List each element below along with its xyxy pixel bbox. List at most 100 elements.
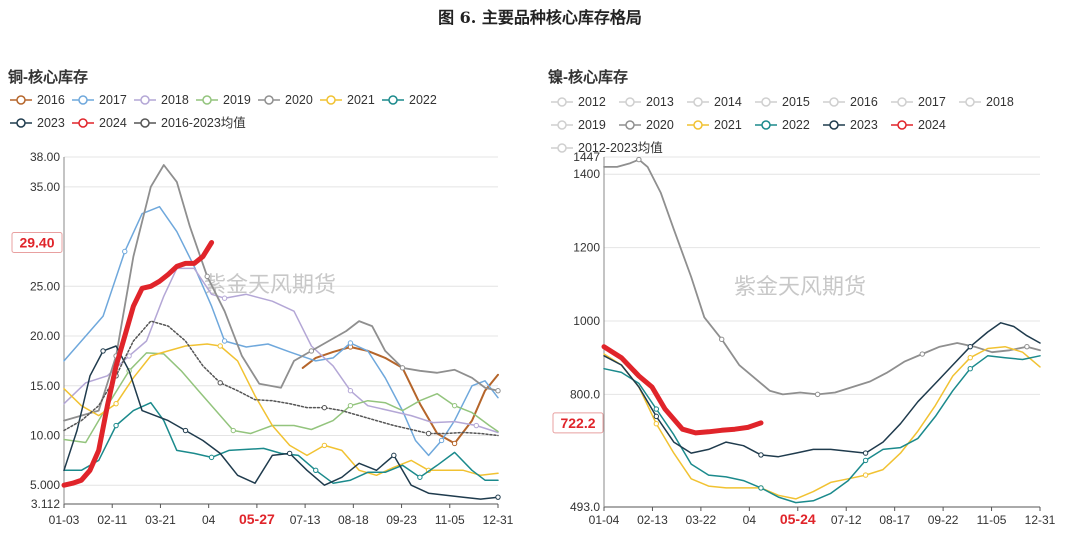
- legend-swatch-marker: [140, 95, 150, 105]
- legend-item-label: 2021: [347, 93, 375, 107]
- y-axis: 493.0 800.0 1000 1200 1400 1447: [570, 150, 1040, 514]
- x-tick-label: 03-21: [145, 513, 176, 527]
- series-point: [347, 340, 354, 346]
- series-point: [417, 474, 423, 480]
- series-line-2018: [63, 267, 499, 434]
- y-tick-label: 35.00: [30, 180, 60, 194]
- legend-swatch-marker: [761, 120, 771, 130]
- series-point: [126, 353, 132, 359]
- y-tick-label: 493.0: [570, 500, 600, 514]
- legend-item-label: 2023: [850, 118, 878, 132]
- y-tick-label: 1400: [573, 167, 600, 181]
- series-point: [425, 430, 432, 437]
- series-point: [653, 421, 660, 427]
- series-point: [221, 295, 228, 301]
- series-point: [221, 338, 228, 344]
- legend-swatch-marker: [16, 95, 26, 105]
- series-point: [321, 404, 328, 411]
- series-line-2022: [603, 355, 1041, 504]
- x-axis: 01-03 02-11 03-21 04 05-27 07-13 08-18 09-23 11-…: [49, 157, 514, 527]
- legend-item-label: 2018: [161, 93, 189, 107]
- legend-item-label: 2013: [646, 95, 674, 109]
- legend-item-label: 2019: [578, 118, 606, 132]
- y-tick-label: 1447: [573, 150, 600, 164]
- x-tick-label: 09-22: [928, 513, 959, 527]
- legend-swatch-marker: [78, 118, 88, 128]
- x-tick-label: 08-18: [338, 513, 369, 527]
- x-tick-label: 02-11: [97, 513, 127, 527]
- legend-item-label: 2023: [37, 116, 65, 130]
- x-tick-label: 11-05: [977, 513, 1007, 527]
- x-tick-label: 07-13: [290, 513, 321, 527]
- chart-title: 镍-核心库存: [548, 68, 628, 86]
- legend-item-label: 2017: [918, 95, 946, 109]
- series-point: [967, 343, 973, 350]
- legend-swatch-marker: [388, 95, 398, 105]
- legend-swatch-marker: [264, 95, 274, 105]
- legend-item-label: 2015: [782, 95, 810, 109]
- legend-item-label: 2022: [782, 118, 810, 132]
- legend-swatch-marker: [829, 120, 839, 130]
- series-point: [653, 413, 660, 420]
- series-point: [217, 380, 223, 386]
- legend-item-label: 2021: [714, 118, 742, 132]
- series-line-2020: [603, 158, 1041, 396]
- series-point: [473, 422, 479, 429]
- series-point: [862, 472, 869, 478]
- series-point: [862, 450, 869, 456]
- x-tick-label: 01-03: [49, 513, 80, 527]
- x-tick-label: 04: [743, 513, 757, 527]
- chart-title: 铜-核心库存: [8, 68, 88, 86]
- series-point: [217, 343, 223, 349]
- series-point: [636, 156, 642, 163]
- series-point: [495, 388, 501, 394]
- badge-value: 722.2: [560, 415, 595, 431]
- series-point: [451, 402, 458, 409]
- series-point: [967, 365, 973, 372]
- series-line-2023: [63, 345, 499, 500]
- x-tick-label: 01-04: [589, 513, 620, 527]
- badge-box: [552, 412, 604, 434]
- legend-item-label: 2019: [223, 93, 251, 107]
- latest-value-badge: 29.40: [11, 232, 63, 254]
- y-tick-label: 38.00: [30, 150, 60, 164]
- legend-swatch-marker: [557, 143, 567, 153]
- badge-box: [11, 232, 63, 254]
- series-point: [919, 351, 925, 357]
- legend-item-label: 2020: [285, 93, 313, 107]
- series-point: [451, 440, 458, 447]
- legend-item-label: 2020: [646, 118, 674, 132]
- series-point: [313, 467, 319, 474]
- legend-swatch-marker: [693, 97, 703, 107]
- series-point: [208, 454, 215, 461]
- series-line-2022: [63, 401, 499, 484]
- figure-title: 图 6. 主要品种核心库存格局: [438, 8, 642, 27]
- y-tick-label: 25.00: [30, 279, 60, 293]
- y-tick-label: 800.0: [570, 387, 600, 401]
- series-point: [230, 427, 236, 434]
- legend-item-label: 2016: [850, 95, 878, 109]
- legend-swatch-marker: [16, 118, 26, 128]
- series-line-2017: [63, 205, 499, 457]
- y-tick-label: 20.00: [30, 329, 60, 343]
- x-tick-label: 07-12: [831, 513, 862, 527]
- legend-item-label: 2022: [409, 93, 437, 107]
- series-point: [321, 442, 328, 449]
- legend-item-label: 2012: [578, 95, 606, 109]
- series-point: [862, 457, 869, 464]
- series-point: [286, 450, 293, 457]
- legend-item-label: 2024: [99, 116, 127, 130]
- legend-swatch-marker: [897, 120, 907, 130]
- x-tick-label: 02-13: [637, 513, 668, 527]
- legend: 2012 2013 2014 2015 2016 2017 2018 2019 2020 2021…: [551, 95, 1014, 155]
- legend-swatch-marker: [693, 120, 703, 130]
- legend-item-label: 2017: [99, 93, 127, 107]
- series-line-2016: [301, 346, 499, 445]
- legend-swatch-marker: [557, 97, 567, 107]
- legend-swatch-marker: [557, 120, 567, 130]
- badge-value: 29.40: [19, 235, 54, 251]
- legend-item-label: 2012-2023均值: [578, 140, 663, 155]
- series-line-2024: [601, 344, 764, 436]
- legend-swatch-marker: [625, 120, 635, 130]
